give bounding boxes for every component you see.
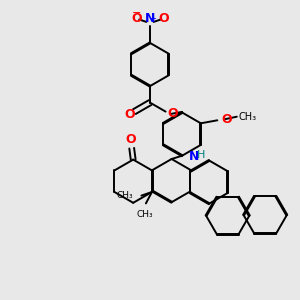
Text: N: N (189, 150, 200, 164)
Text: O: O (221, 113, 232, 126)
Text: CH₃: CH₃ (238, 112, 256, 122)
Text: N: N (145, 12, 155, 25)
Text: O: O (167, 106, 178, 120)
Text: CH₃: CH₃ (117, 191, 133, 200)
Text: H: H (197, 150, 205, 160)
Text: O: O (158, 12, 169, 25)
Text: O: O (125, 133, 136, 146)
Text: +: + (148, 14, 156, 25)
Text: CH₃: CH₃ (137, 210, 154, 219)
Text: −: − (132, 8, 141, 18)
Text: O: O (131, 12, 142, 25)
Text: O: O (124, 108, 135, 121)
